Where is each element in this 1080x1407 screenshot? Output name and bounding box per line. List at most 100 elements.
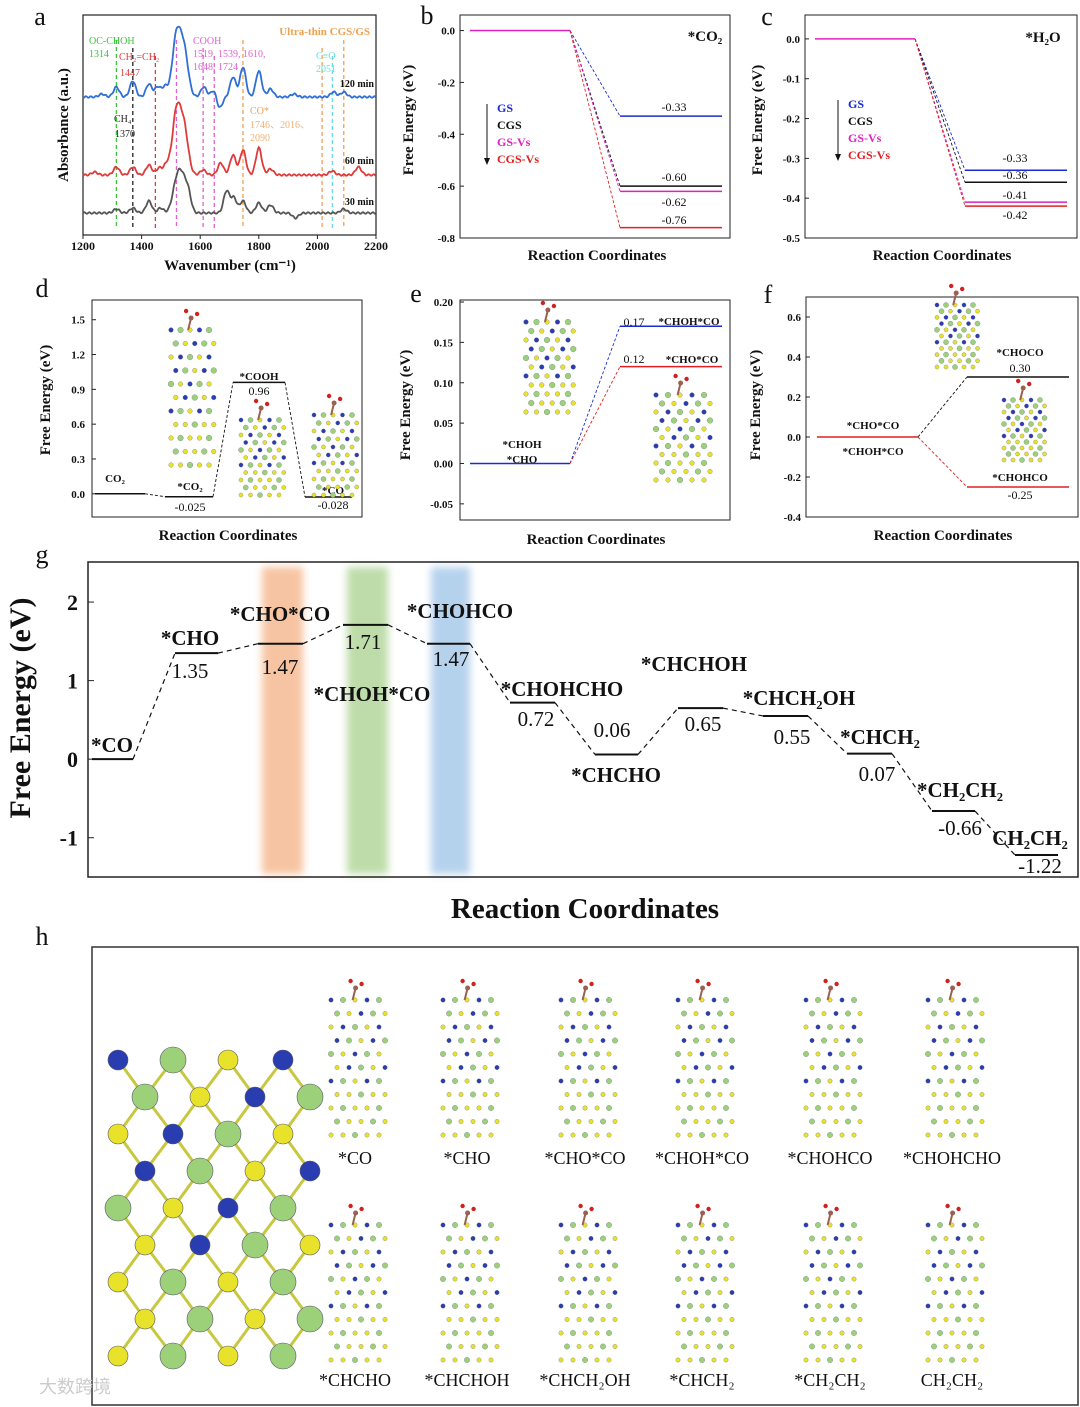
y-tick-label: -0.4 [783, 193, 801, 205]
atom [131, 1083, 159, 1111]
y-tick-label: 0.20 [434, 297, 454, 309]
atom [1033, 415, 1038, 421]
atom [352, 1330, 358, 1336]
atom [488, 1249, 494, 1255]
atom [376, 1222, 382, 1228]
atom [269, 1194, 297, 1222]
atom [271, 484, 277, 491]
atom [938, 358, 945, 364]
x-axis-label: Wavenumber (cm⁻¹) [164, 258, 296, 274]
atom [1028, 409, 1034, 415]
atom [452, 1105, 458, 1111]
atom [839, 1078, 845, 1084]
structure-d1 [167, 308, 217, 469]
atom [470, 1289, 476, 1296]
atom [134, 1308, 156, 1330]
atom [217, 1345, 239, 1367]
atom [258, 405, 264, 411]
atom [845, 1118, 851, 1125]
atom [952, 327, 958, 333]
y-tick-label: 1.2 [71, 350, 85, 362]
energy-panel-g: 2 1 0 -1 Reaction Coordinates Free Energy (eV… [4, 561, 1079, 925]
atom [565, 409, 571, 415]
atom [943, 339, 949, 345]
atom [943, 1317, 949, 1322]
atom [687, 1330, 693, 1336]
atom [851, 1357, 857, 1363]
atom [340, 1357, 346, 1363]
atom [682, 451, 690, 458]
atom [706, 981, 711, 987]
atom [705, 1344, 711, 1349]
atom [194, 311, 200, 317]
atom [182, 422, 188, 427]
atom [953, 290, 959, 296]
atom [470, 1236, 476, 1241]
atom [440, 1303, 446, 1309]
atom [335, 436, 340, 442]
atom [675, 1276, 681, 1282]
atom [523, 319, 529, 325]
atom [687, 1249, 693, 1255]
atom [857, 1037, 863, 1044]
atom [809, 1235, 815, 1242]
atom [494, 1011, 500, 1016]
atom [238, 417, 244, 423]
atom [544, 391, 550, 397]
atom [253, 455, 258, 460]
atom [452, 997, 458, 1003]
atom [364, 997, 370, 1003]
atom [340, 412, 345, 418]
atom [701, 477, 707, 483]
atom [723, 1303, 729, 1309]
atom [606, 1357, 612, 1363]
level-value: 1.35 [172, 659, 209, 683]
atom [470, 1091, 476, 1098]
atom [217, 1271, 239, 1293]
y-tick-label: 0.00 [434, 458, 454, 470]
atom [588, 1289, 594, 1296]
atom [446, 1038, 452, 1043]
level-value: 0.06 [594, 718, 631, 742]
atom [827, 1249, 833, 1255]
atom [458, 1011, 464, 1016]
atom [352, 1276, 358, 1282]
atom [476, 1249, 482, 1255]
atom [247, 477, 254, 483]
y-tick-label: 0.6 [71, 419, 85, 431]
atom [560, 382, 566, 388]
atom [539, 364, 545, 370]
atom [578, 978, 583, 984]
atom [382, 1119, 388, 1124]
atom [612, 1092, 618, 1097]
atom [809, 1290, 815, 1295]
structure-label: *CHCH₂OH [539, 1370, 630, 1390]
legend-entry: CGS [848, 114, 873, 128]
atom [717, 1317, 723, 1322]
atom [937, 1330, 943, 1336]
atom [564, 318, 572, 326]
atom [382, 1344, 388, 1349]
level-name: *CHO [507, 454, 538, 466]
y-axis-label: Free Energy (eV) [401, 65, 417, 176]
connector [569, 30, 621, 117]
atom [937, 997, 943, 1003]
atom [956, 333, 963, 339]
atom [717, 1010, 723, 1017]
atom [257, 492, 263, 498]
atom [555, 373, 560, 379]
atom [729, 1317, 735, 1322]
atom [570, 364, 576, 370]
x-axis-label: Reaction Coordinates [528, 248, 667, 264]
atom [827, 1132, 833, 1138]
peak-annotation: 1519, 1539, 1610, [193, 49, 266, 60]
atom [376, 997, 382, 1003]
atom [675, 1078, 681, 1084]
atom [534, 337, 539, 343]
atom [376, 1330, 382, 1336]
atom [364, 1132, 370, 1138]
atom [476, 1078, 482, 1084]
atom [458, 1119, 464, 1124]
atom [967, 1010, 973, 1017]
atom [676, 408, 684, 416]
